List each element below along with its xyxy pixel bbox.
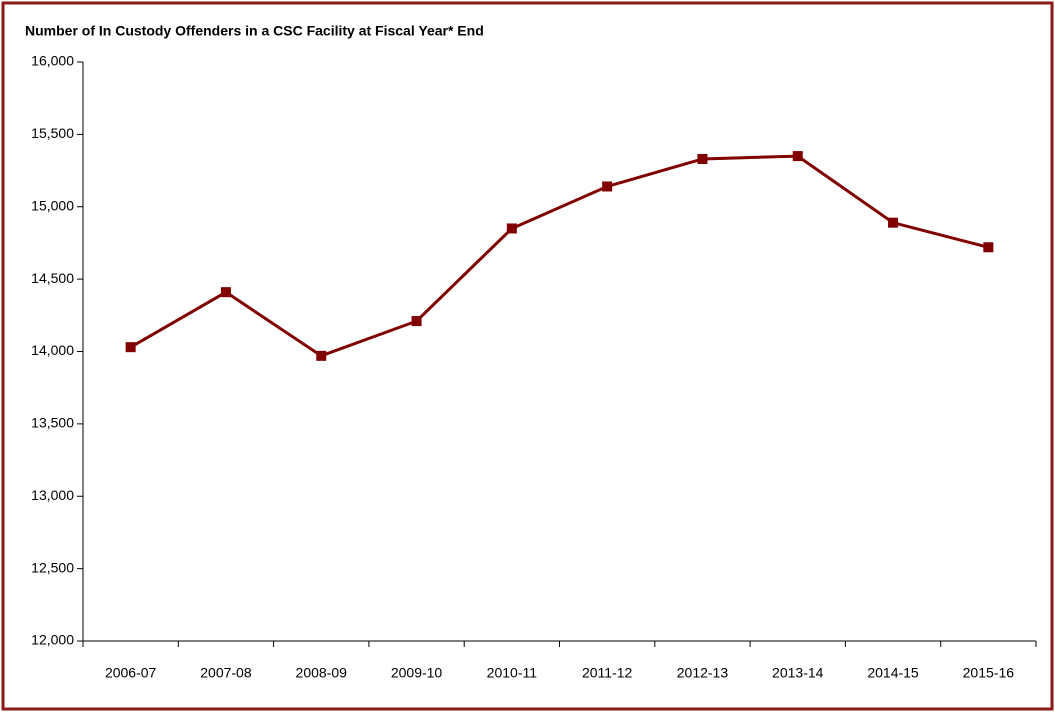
series-line: [129, 154, 989, 358]
x-tick-label: 2008-09: [296, 665, 348, 681]
y-tick-label: 15,500: [31, 125, 74, 141]
x-tick-label: 2007-08: [200, 665, 252, 681]
x-tick-label: 2014-15: [867, 665, 919, 681]
x-tick-label: 2011-12: [582, 665, 633, 681]
data-point: [792, 151, 803, 162]
chart-title: Number of In Custody Offenders in a CSC …: [25, 23, 484, 39]
x-tick-label: 2015-16: [963, 665, 1015, 681]
y-tick-label: 12,000: [31, 632, 74, 648]
y-tick-label: 14,000: [31, 342, 74, 358]
x-tick-label: 2006-07: [105, 665, 157, 681]
x-tick-label: 2013-14: [772, 665, 824, 681]
data-point: [888, 217, 899, 228]
data-point: [697, 153, 708, 164]
data-point: [602, 181, 613, 192]
y-tick-label: 13,500: [31, 415, 74, 431]
x-tick-label: 2010-11: [487, 665, 538, 681]
y-tick-label: 12,500: [31, 559, 74, 575]
data-point: [411, 316, 422, 327]
y-tick-label: 16,000: [31, 53, 74, 69]
y-tick-label: 13,000: [31, 487, 74, 503]
data-point: [125, 342, 136, 353]
data-point: [316, 350, 327, 361]
data-point: [506, 223, 517, 234]
x-tick-label: 2009-10: [391, 665, 443, 681]
data-point: [983, 242, 994, 253]
data-point: [220, 287, 231, 298]
y-tick-label: 15,000: [31, 197, 74, 213]
x-tick-label: 2012-13: [677, 665, 729, 681]
y-tick-label: 14,500: [31, 270, 74, 286]
